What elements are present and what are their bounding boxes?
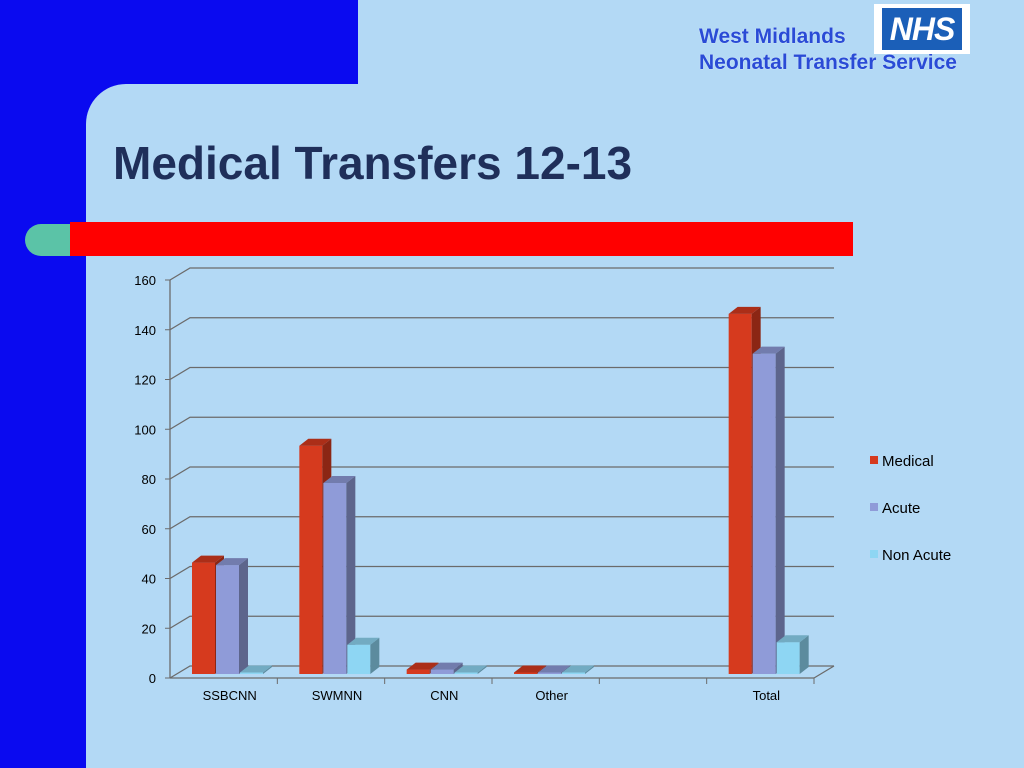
x-tick-label: SSBCNN <box>203 688 257 703</box>
bar-top <box>347 637 380 645</box>
x-tick-label: Total <box>753 688 781 703</box>
left-blue-band <box>0 0 86 768</box>
bar-top <box>728 306 761 314</box>
bar-top <box>406 662 439 670</box>
y-tick-label: 40 <box>142 572 156 587</box>
x-axis-depth <box>813 665 835 679</box>
gridline <box>169 466 834 480</box>
x-tick-label: SWMNN <box>312 688 363 703</box>
legend-label: Medical <box>882 453 934 470</box>
bar-top <box>454 665 487 673</box>
y-tick-label: 160 <box>134 273 156 288</box>
bar <box>216 565 239 674</box>
top-blue-band <box>0 0 358 84</box>
nhs-logo-text: NHS <box>881 8 963 50</box>
x-tick-label: Other <box>535 688 568 703</box>
legend-label: Non Acute <box>882 547 951 564</box>
nhs-logo: NHS <box>874 4 970 54</box>
bar <box>538 672 561 674</box>
gridline <box>169 366 834 381</box>
bar <box>406 669 430 674</box>
y-tick-label: 60 <box>142 522 156 537</box>
bar <box>430 669 454 674</box>
bar-top <box>562 665 594 673</box>
bar-side <box>239 558 248 674</box>
gridline <box>169 565 834 580</box>
y-tick-label: 20 <box>142 621 156 636</box>
bar-top <box>240 665 272 673</box>
y-tick-label: 140 <box>134 323 156 338</box>
org-line-1: West Midlands <box>699 25 846 48</box>
bar-top <box>430 662 463 670</box>
bar <box>454 672 478 674</box>
slide-title: Medical Transfers 12-13 <box>113 137 633 189</box>
bar-top <box>752 346 785 354</box>
legend-swatch <box>870 456 878 464</box>
bar <box>562 672 585 674</box>
bar <box>192 562 215 674</box>
bar-top <box>299 438 332 446</box>
bar-top <box>776 635 809 643</box>
bar <box>776 642 800 674</box>
x-tick-label: CNN <box>430 688 458 703</box>
bar-side <box>263 665 272 674</box>
bar <box>514 672 537 674</box>
legend-swatch <box>870 550 878 558</box>
accent-pill <box>25 224 75 256</box>
bar <box>323 483 347 674</box>
bar-side <box>453 662 463 674</box>
gridline <box>169 267 834 281</box>
gridline <box>169 317 834 331</box>
y-tick-label: 0 <box>149 671 156 686</box>
bar <box>347 644 371 674</box>
gridline <box>169 665 834 679</box>
bar <box>728 313 752 674</box>
bar-top <box>192 555 224 563</box>
bar-top <box>514 665 546 673</box>
legend-swatch <box>870 503 878 511</box>
legend-label: Acute <box>882 500 920 517</box>
gridline <box>169 416 834 430</box>
gridline <box>169 615 834 629</box>
bar-side <box>370 637 380 674</box>
y-tick-label: 120 <box>134 373 156 388</box>
org-line-2: Neonatal Transfer Service <box>699 51 957 74</box>
organization-name: West Midlands Neonatal Transfer Service <box>699 24 957 76</box>
y-tick-label: 100 <box>134 422 156 437</box>
bar <box>752 353 776 674</box>
bar-side <box>775 346 785 674</box>
gridline <box>169 516 834 530</box>
bar-side <box>477 665 487 674</box>
bar-top <box>538 665 570 673</box>
y-tick-label: 80 <box>142 472 156 487</box>
bar-side <box>585 665 594 674</box>
bar-top <box>216 558 248 566</box>
bar-top <box>323 476 356 483</box>
bar <box>299 445 323 674</box>
bar-side <box>346 476 356 674</box>
accent-red-bar <box>70 222 853 256</box>
bar-side <box>799 635 809 674</box>
bar <box>240 672 263 674</box>
